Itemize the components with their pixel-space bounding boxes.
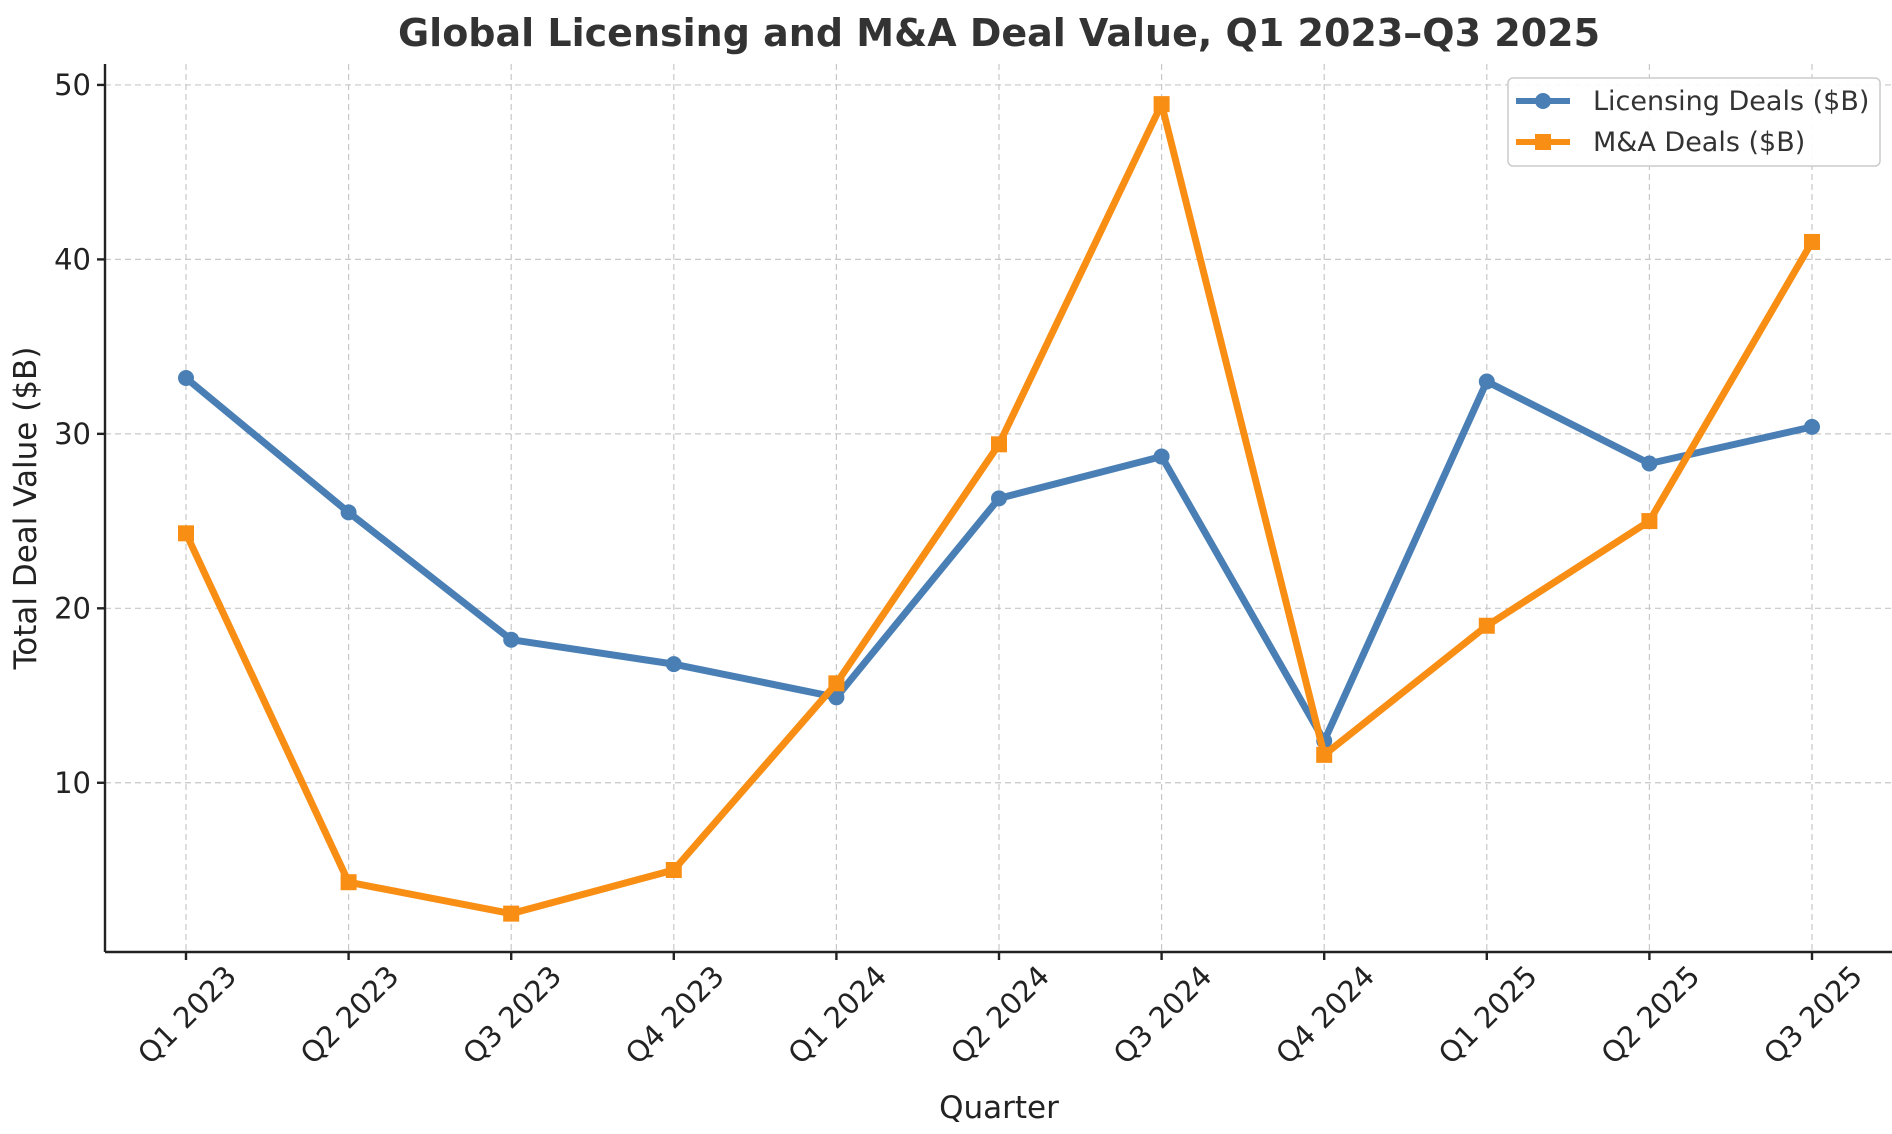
x-tick-label: Q4 2024 — [1269, 959, 1381, 1071]
legend-label-ma: M&A Deals ($B) — [1593, 127, 1805, 158]
tick-labels: 10 20 30 40 50 Q1 2023 Q2 2023 Q3 2023 Q4 2023 Q1… — [54, 68, 1869, 1071]
y-tick-label: 20 — [54, 591, 91, 625]
data-point — [665, 656, 682, 673]
x-tick-label: Q4 2023 — [619, 959, 731, 1071]
data-point — [503, 631, 520, 648]
data-point — [178, 525, 194, 542]
y-tick-label: 50 — [54, 68, 91, 102]
data-point — [1641, 455, 1658, 472]
data-point — [1153, 448, 1170, 465]
data-point — [178, 370, 194, 387]
data-point — [503, 905, 520, 922]
data-point — [1804, 233, 1820, 250]
x-tick-label: Q3 2024 — [1107, 959, 1219, 1071]
x-tick-label: Q1 2023 — [131, 959, 243, 1071]
x-tick-label: Q3 2023 — [456, 959, 568, 1071]
data-point — [1478, 373, 1495, 390]
data-point — [1478, 617, 1495, 634]
data-point — [991, 490, 1007, 507]
data-point — [991, 436, 1007, 453]
x-tick-label: Q2 2023 — [294, 959, 406, 1071]
data-point — [828, 689, 845, 706]
y-tick-label: 40 — [54, 242, 91, 276]
y-tick-label: 30 — [54, 417, 91, 451]
chart-title: Global Licensing and M&A Deal Value, Q1 … — [398, 11, 1600, 55]
y-tick-label: 10 — [54, 766, 91, 800]
legend-marker-licensing — [1535, 93, 1551, 109]
grid — [105, 64, 1892, 952]
x-tick-label: Q2 2024 — [944, 959, 1056, 1071]
x-tick-label: Q3 2025 — [1757, 959, 1869, 1071]
x-tick-label: Q2 2025 — [1594, 959, 1706, 1071]
legend-marker-ma — [1535, 134, 1551, 150]
data-point — [1641, 513, 1658, 530]
data-point — [665, 862, 682, 879]
series — [178, 96, 1820, 922]
data-point — [340, 504, 357, 521]
data-point — [828, 675, 845, 692]
x-tick-label: Q1 2025 — [1432, 959, 1544, 1071]
data-point — [1153, 96, 1170, 113]
series-1 — [178, 96, 1820, 922]
legend-label-licensing: Licensing Deals ($B) — [1593, 86, 1869, 117]
axes — [97, 64, 1892, 960]
data-point — [1804, 418, 1820, 435]
x-tick-label: Q1 2024 — [781, 959, 893, 1071]
data-point — [1316, 746, 1333, 763]
data-point — [340, 874, 357, 891]
legend: Licensing Deals ($B) M&A Deals ($B) — [1507, 77, 1881, 167]
x-axis-label: Quarter — [939, 1090, 1059, 1126]
legend-box — [1507, 77, 1881, 167]
y-axis-label: Total Deal Value ($B) — [8, 347, 44, 671]
